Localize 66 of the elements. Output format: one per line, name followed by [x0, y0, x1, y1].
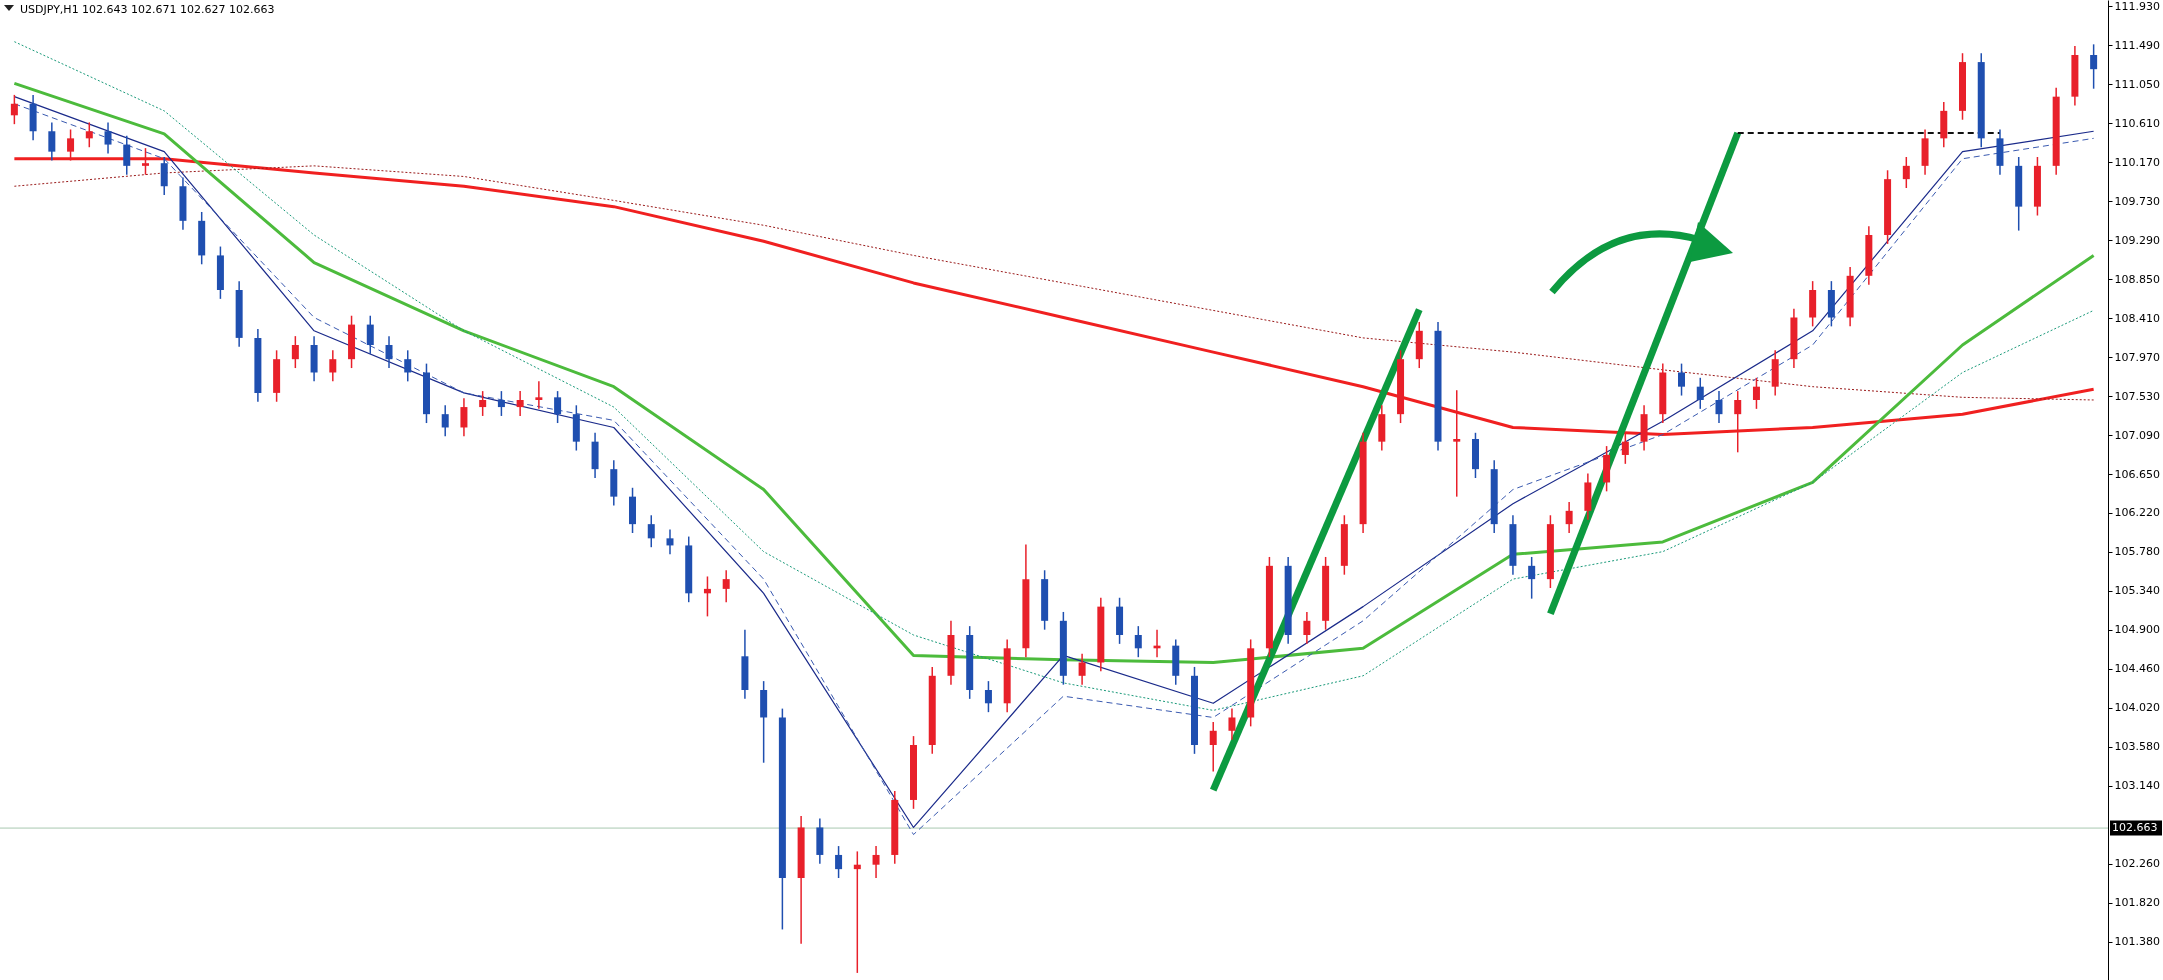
y-tick-label: 111.050: [2114, 77, 2160, 91]
y-tick-label: 107.530: [2114, 389, 2160, 403]
candlestick: [404, 349, 412, 383]
y-tick-label: 110.610: [2114, 116, 2160, 130]
y-tick-label: 110.170: [2114, 155, 2160, 169]
candlestick: [85, 121, 93, 148]
y-tick-label: 109.730: [2114, 194, 2160, 208]
y-tick-label: 102.260: [2114, 857, 2160, 871]
candlestick: [329, 349, 337, 383]
candlestick: [1528, 556, 1536, 600]
candlestick: [1678, 362, 1686, 397]
candlestick: [160, 156, 168, 196]
candlestick: [1902, 156, 1910, 189]
ref-line-label: 102.663: [2112, 821, 2158, 835]
candlestick: [497, 390, 505, 417]
candlestick: [2090, 43, 2098, 90]
candlestick: [441, 404, 449, 438]
y-tick-label: 105.340: [2114, 584, 2160, 598]
candlestick: [291, 335, 299, 369]
candlestick: [535, 380, 543, 410]
y-tick-label: 101.820: [2114, 896, 2160, 910]
candlestick: [872, 845, 880, 879]
y-tick-label: 109.290: [2114, 233, 2160, 247]
candlestick: [385, 335, 393, 369]
candlestick: [1228, 707, 1236, 741]
candlestick: [1303, 611, 1311, 645]
y-tick-label: 111.930: [2114, 0, 2160, 13]
y-tick-label: 104.020: [2114, 701, 2160, 715]
y-tick-label: 103.140: [2114, 779, 2160, 793]
y-tick-label: 105.780: [2114, 545, 2160, 559]
candlestick: [1752, 377, 1760, 410]
candlestick: [10, 94, 18, 125]
candlestick: [666, 528, 674, 556]
candlestick: [516, 390, 524, 417]
y-tick-label: 106.220: [2114, 506, 2160, 520]
candlestick: [722, 569, 730, 603]
candlestick: [1696, 377, 1704, 410]
candlestick: [853, 850, 861, 974]
candlestick: [104, 121, 112, 155]
candlestick: [1565, 501, 1573, 534]
y-tick-label: 103.580: [2114, 740, 2160, 754]
candlestick: [1134, 625, 1142, 658]
y-tick-label: 104.460: [2114, 662, 2160, 676]
candlestick: [460, 397, 468, 438]
y-tick-label: 108.850: [2114, 272, 2160, 286]
candlestick: [647, 514, 655, 548]
y-tick-label: 106.650: [2114, 467, 2160, 481]
candlestick: [554, 390, 562, 424]
y-tick-label: 107.970: [2114, 350, 2160, 364]
candlestick: [479, 390, 487, 417]
candlestick: [1209, 721, 1217, 773]
candlestick: [48, 121, 56, 162]
y-tick-label: 108.410: [2114, 311, 2160, 325]
candlestick: [835, 845, 843, 879]
candlestick: [1715, 390, 1723, 424]
annotation: USDJPY,H1 102.643 102.671 102.627 102.663: [20, 3, 275, 16]
line-series: [13, 165, 2095, 401]
y-tick-label: 104.900: [2114, 623, 2160, 637]
y-tick-label: 101.380: [2114, 935, 2160, 949]
candlestick: [984, 680, 992, 713]
candlestick: [1078, 652, 1086, 686]
candlestick: [366, 314, 374, 355]
y-tick-label: 111.490: [2114, 38, 2160, 52]
candlestick: [703, 575, 711, 618]
y-tick-label: 107.090: [2114, 428, 2160, 442]
candlestick: [123, 134, 131, 176]
